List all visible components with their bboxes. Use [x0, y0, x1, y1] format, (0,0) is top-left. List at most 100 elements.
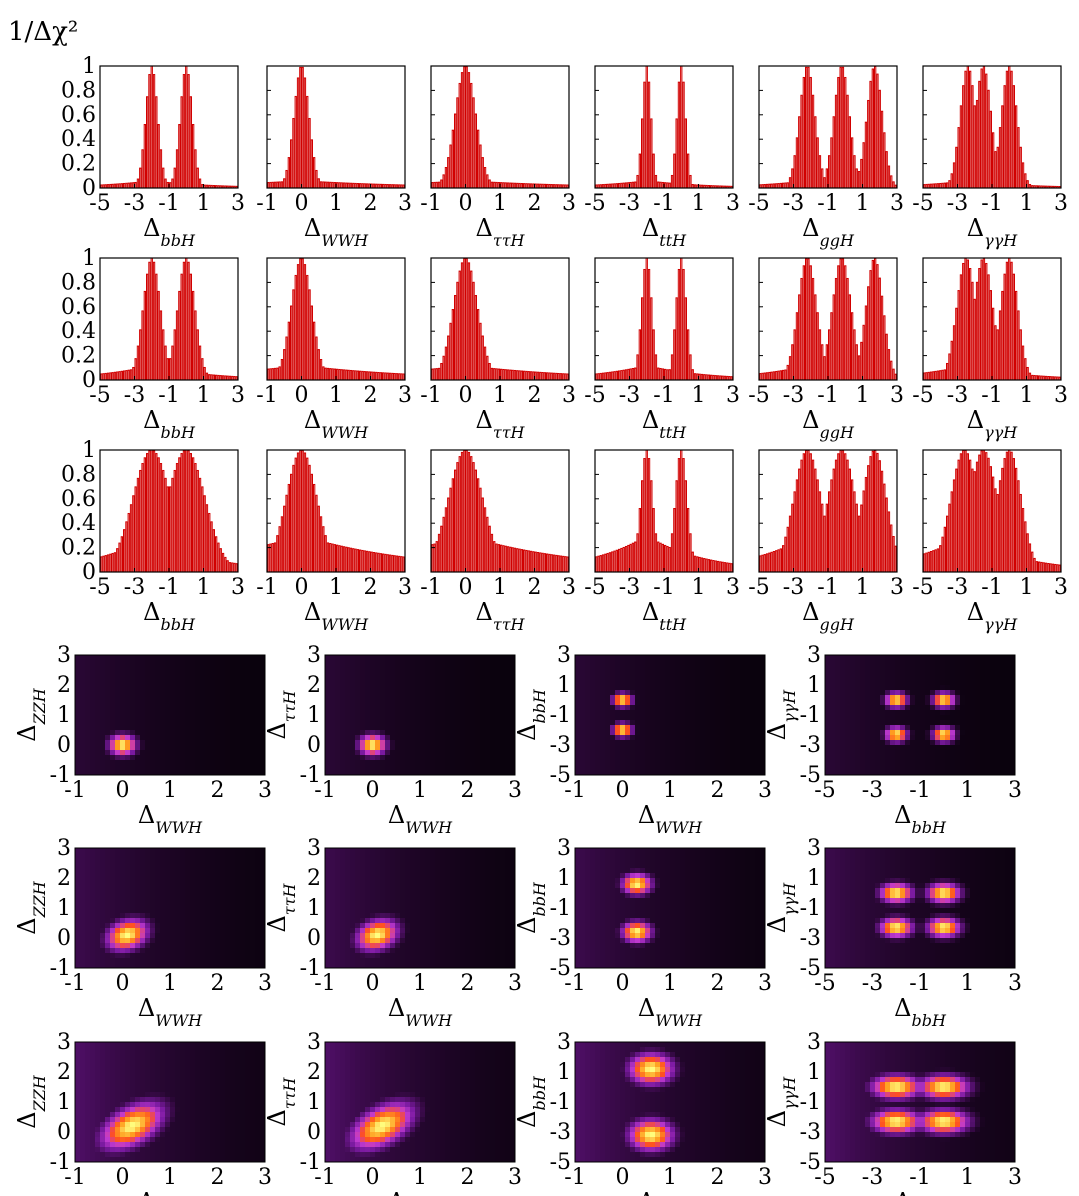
- heat-cell: [935, 770, 941, 776]
- plot-frame: [594, 65, 734, 189]
- hist-bar: [1008, 449, 1011, 573]
- heat-cell: [965, 670, 971, 676]
- heat-cell: [140, 665, 146, 671]
- heat-cell: [655, 750, 661, 756]
- hist-bar: [123, 370, 126, 381]
- hist-bar: [342, 182, 346, 189]
- heat-cell: [180, 715, 186, 721]
- heat-cell: [835, 675, 841, 681]
- heat-cell: [415, 700, 421, 706]
- heat-cell: [825, 675, 831, 681]
- heat-cell: [725, 720, 731, 726]
- hist-bar: [980, 68, 983, 189]
- heat-cell: [720, 740, 726, 746]
- hist-bar: [377, 372, 380, 381]
- heat-cell: [170, 660, 176, 666]
- x-tick-label: 1: [197, 383, 211, 408]
- heat-cell: [445, 725, 451, 731]
- heat-cell: [140, 680, 146, 686]
- heat-cell: [890, 660, 896, 666]
- heat-cell: [165, 750, 171, 756]
- heat-cell: [860, 740, 866, 746]
- heat-cell: [505, 660, 511, 666]
- x-tick-label: 1: [329, 575, 343, 600]
- hist-bar: [929, 371, 933, 381]
- heat-cell: [595, 725, 601, 731]
- heat-cell: [260, 680, 266, 686]
- heat-cell: [700, 725, 706, 731]
- hist-bar: [1015, 290, 1018, 381]
- heat-cell: [250, 755, 256, 761]
- heat-cell: [185, 670, 191, 676]
- heat-cell: [905, 680, 911, 686]
- heat-cell: [210, 745, 216, 751]
- hist-bar: [152, 261, 156, 381]
- heat-cell: [620, 690, 626, 696]
- heat-cell: [610, 680, 616, 686]
- heat-cell: [235, 765, 241, 771]
- heat-cell: [365, 730, 371, 736]
- heat-cell: [745, 730, 751, 736]
- hist-bar: [212, 374, 215, 381]
- heat-cell: [845, 690, 851, 696]
- heat-cell: [750, 655, 756, 661]
- hist-bar: [846, 277, 849, 381]
- heat-cell: [325, 720, 331, 726]
- heat-cell: [455, 730, 461, 736]
- hist-bar: [689, 174, 692, 189]
- heat-cell: [875, 705, 881, 711]
- heat-cell: [235, 745, 241, 751]
- heat-cell: [595, 735, 601, 741]
- heat-cell: [345, 655, 351, 661]
- hist-bar: [765, 372, 769, 381]
- heat-cell: [325, 690, 331, 696]
- heat-cell: [415, 755, 421, 761]
- heat-cell: [395, 680, 401, 686]
- hist-bar: [319, 516, 323, 573]
- heat-cell: [150, 665, 156, 671]
- hist-bar: [791, 344, 794, 381]
- heat-cell: [895, 720, 901, 726]
- heat-cell: [505, 770, 511, 776]
- heat-cell: [725, 685, 731, 691]
- heat-cell: [420, 715, 426, 721]
- heat-cell: [180, 680, 186, 686]
- heat-cell: [235, 720, 241, 726]
- heat-cell: [730, 675, 736, 681]
- heat-cell: [210, 770, 216, 776]
- heat-cell: [645, 740, 651, 746]
- heat-cell: [750, 730, 756, 736]
- heat-cell: [110, 680, 116, 686]
- hist-bar: [322, 366, 325, 381]
- heat-cell: [690, 720, 696, 726]
- heat-cell: [425, 710, 431, 716]
- hist-bar: [613, 550, 616, 573]
- heat-cell: [715, 695, 721, 701]
- heat-cell: [160, 675, 166, 681]
- heat-cell: [670, 655, 676, 661]
- hist-bar: [444, 167, 448, 189]
- heat-cell: [830, 730, 836, 736]
- heat-cell: [835, 685, 841, 691]
- heat-cell: [160, 670, 166, 676]
- heat-cell: [455, 670, 461, 676]
- heat-cell: [340, 715, 346, 721]
- heat-cell: [665, 770, 671, 776]
- heat-cell: [385, 685, 391, 691]
- hist-bar: [132, 495, 135, 573]
- heat-cell: [395, 655, 401, 661]
- heat-cell: [705, 770, 711, 776]
- heat-cell: [335, 700, 341, 706]
- heat-cell: [755, 750, 761, 756]
- hist-bar: [661, 181, 665, 189]
- heat-cell: [130, 705, 136, 711]
- heat-cell: [340, 730, 346, 736]
- y-tick-label: 1: [82, 438, 96, 463]
- heat-cell: [390, 665, 396, 671]
- heat-cell: [735, 675, 741, 681]
- heat-cell: [630, 700, 636, 706]
- heat-cell: [375, 705, 381, 711]
- heat-cell: [755, 670, 761, 676]
- heat-cell: [255, 740, 261, 746]
